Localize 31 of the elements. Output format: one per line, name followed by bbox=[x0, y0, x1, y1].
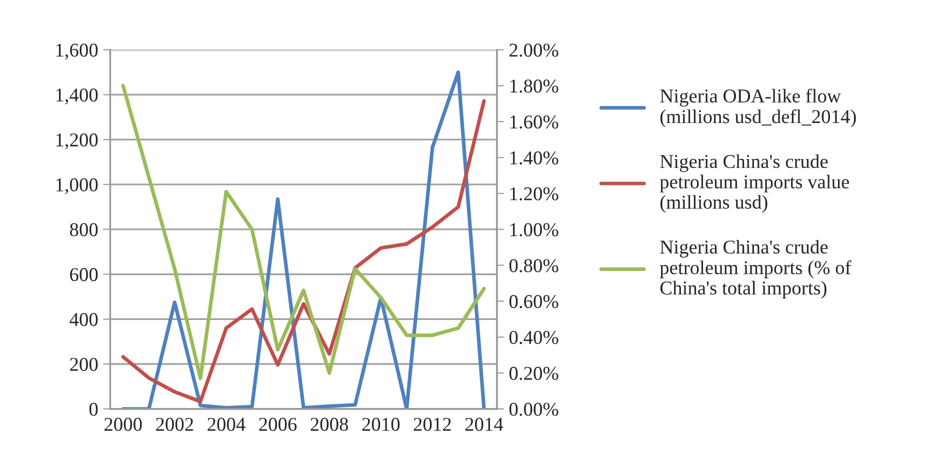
y2-tick-label: 1.20% bbox=[510, 187, 558, 200]
y2-tick-label: 0.20% bbox=[509, 366, 558, 380]
y-tick-label: 400 bbox=[70, 312, 98, 326]
y-tick-label: 200 bbox=[70, 358, 98, 371]
y2-tick-label: 0.60% bbox=[509, 294, 558, 308]
legend-label: Nigeria ODA-like flow (millions usd_defl_2014) bbox=[660, 88, 856, 128]
legend-label: Nigeria China's crude petroleum imports (% of China's total imports) bbox=[660, 240, 852, 299]
x-tick-label: 2000 bbox=[104, 418, 142, 431]
y-tick-label: 1,200 bbox=[56, 133, 98, 150]
x-tick-label: 2008 bbox=[310, 418, 348, 431]
y-tick-label: 1,000 bbox=[56, 178, 98, 194]
x-tick-label: 2014 bbox=[465, 418, 504, 431]
y-tick-label: 1,400 bbox=[56, 88, 98, 104]
y2-tick-label: 1.60% bbox=[510, 115, 558, 129]
x-tick-label: 2004 bbox=[208, 418, 246, 431]
y-tick-label: 1,600 bbox=[56, 44, 98, 60]
y-tick-label: 800 bbox=[70, 223, 98, 236]
y-tick-label: 0 bbox=[89, 402, 98, 416]
y2-tick-label: 0.80% bbox=[509, 259, 558, 272]
y-tick-label: 600 bbox=[70, 268, 98, 282]
y2-tick-label: 2.00% bbox=[510, 44, 558, 57]
x-tick-label: 2010 bbox=[362, 418, 400, 431]
y2-tick-label: 1.80% bbox=[510, 80, 558, 93]
x-tick-label: 2012 bbox=[414, 418, 451, 431]
x-tick-label: 2002 bbox=[156, 418, 194, 431]
legend-label: Nigeria China's crude petroleum imports value (millions usd) bbox=[660, 154, 849, 213]
y2-tick-label: 1.40% bbox=[510, 151, 558, 165]
y2-tick-label: 0.00% bbox=[509, 402, 558, 416]
y2-tick-label: 0.40% bbox=[509, 330, 558, 344]
x-tick-label: 2006 bbox=[259, 418, 297, 431]
y2-tick-label: 1.00% bbox=[510, 223, 558, 236]
